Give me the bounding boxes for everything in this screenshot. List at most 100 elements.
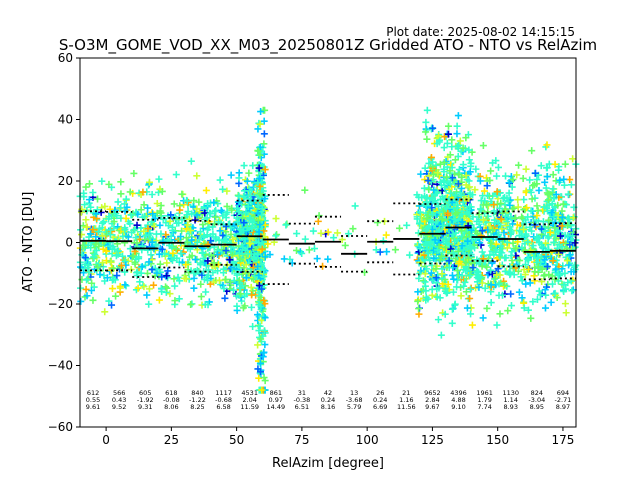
scatter-point [117, 178, 125, 186]
scatter-point [173, 246, 181, 254]
scatter-point [109, 264, 117, 272]
scatter-point [317, 229, 325, 237]
scatter-point [207, 237, 215, 245]
scatter-point [476, 239, 484, 247]
scatter-point [117, 190, 125, 198]
scatter-point [158, 245, 166, 253]
scatter-point [182, 261, 190, 269]
scatter-point [103, 274, 111, 282]
scatter-point [479, 142, 487, 150]
scatter-point [571, 239, 579, 247]
scatter-point [433, 246, 441, 254]
scatter-point [453, 142, 461, 150]
scatter-point [478, 227, 486, 235]
scatter-point [383, 248, 391, 256]
bin-std-label: 9.31 [138, 403, 152, 411]
scatter-point [210, 259, 218, 267]
scatter-point [515, 288, 523, 296]
scatter-point [494, 163, 502, 171]
scatter-point [256, 143, 264, 151]
scatter-point [466, 183, 474, 191]
scatter-point [85, 268, 93, 276]
scatter-point [483, 182, 491, 190]
scatter-point [200, 232, 208, 240]
bin-mean-label: 2.04 [242, 396, 256, 404]
scatter-point [116, 282, 124, 290]
scatter-point [140, 227, 148, 235]
scatter-point [197, 280, 205, 288]
scatter-point [81, 254, 89, 262]
bin-count-label: 26 [376, 389, 384, 397]
scatter-point [452, 210, 460, 218]
x-tick-label: 100 [356, 433, 379, 447]
scatter-point [258, 245, 266, 253]
bin-std-label: 8.25 [190, 403, 204, 411]
scatter-point [255, 164, 263, 172]
bin-mean-label: 1.79 [477, 396, 491, 404]
bin-std-label: 6.51 [295, 403, 309, 411]
scatter-point [520, 196, 528, 204]
scatter-point [561, 269, 569, 277]
scatter-point [433, 285, 441, 293]
scatter-point [169, 249, 177, 257]
scatter-point [504, 307, 512, 315]
scatter-point [548, 209, 556, 217]
scatter-point [441, 183, 449, 191]
scatter-point [427, 177, 435, 185]
scatter-point [193, 172, 201, 180]
scatter-point [485, 222, 493, 230]
scatter-point [539, 218, 547, 226]
scatter-point [549, 280, 557, 288]
x-tick-label: 150 [486, 433, 509, 447]
scatter-point [254, 341, 262, 349]
scatter-point [101, 308, 109, 316]
scatter-point [190, 284, 198, 292]
scatter-point [476, 177, 484, 185]
scatter-point [464, 237, 472, 245]
scatter-point [437, 252, 445, 260]
scatter-point [526, 279, 534, 287]
scatter-point [502, 172, 510, 180]
scatter-point [156, 221, 164, 229]
scatter-point [168, 226, 176, 234]
scatter-point [89, 296, 97, 304]
scatter-point [96, 271, 104, 279]
scatter-point [430, 186, 438, 194]
scatter-point [415, 193, 423, 201]
y-tick-label: 60 [58, 51, 73, 65]
scatter-point [562, 309, 570, 317]
scatter-point [198, 249, 206, 257]
scatter-point [273, 231, 281, 239]
scatter-point [176, 206, 184, 214]
scatter-point [235, 276, 243, 284]
scatter-point [248, 291, 256, 299]
scatter-point [451, 156, 459, 164]
scatter-point [204, 257, 212, 265]
scatter-point [171, 213, 179, 221]
scatter-point [507, 290, 515, 298]
scatter-point [149, 210, 157, 218]
x-tick-label: 75 [294, 433, 309, 447]
scatter-point [286, 255, 294, 263]
bin-std-label: 8.93 [503, 403, 517, 411]
scatter-point [235, 249, 243, 257]
scatter-point [240, 219, 248, 227]
scatter-point [233, 214, 241, 222]
scatter-point [209, 269, 217, 277]
scatter-point [503, 238, 511, 246]
scatter-point [193, 211, 201, 219]
scatter-point [542, 184, 550, 192]
scatter-point [155, 296, 163, 304]
scatter-point [458, 207, 466, 215]
scatter-point [453, 130, 461, 138]
scatter-point [529, 182, 537, 190]
scatter-point [243, 224, 251, 232]
scatter-point [478, 279, 486, 287]
scatter-point [175, 277, 183, 285]
scatter-point [89, 188, 97, 196]
bin-stat-labels: 6120.559.615660.439.52605-1.929.31618-0.… [86, 389, 572, 411]
scatter-point [436, 160, 444, 168]
scatter-point [223, 248, 231, 256]
scatter-point [254, 179, 262, 187]
